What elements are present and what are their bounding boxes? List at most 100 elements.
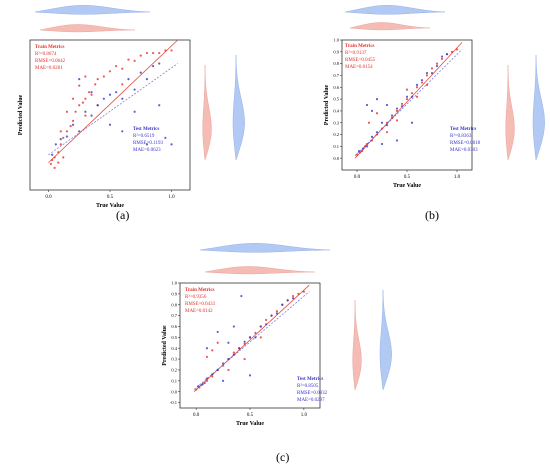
top-violin-train [39,24,136,33]
point-train [151,51,155,55]
point-train [127,58,130,61]
point-test [440,55,444,58]
point-train [102,75,105,78]
point-test [145,78,149,81]
point-train [74,110,77,113]
point-train [440,57,444,61]
point-test [121,97,124,100]
top-violin-train [204,266,316,275]
point-train [360,149,364,153]
point-test [370,109,374,113]
point-train [395,119,399,122]
point-train [59,143,62,146]
point-train [425,74,429,77]
y-tick-label: 0.0 [171,389,177,394]
point-test [390,114,394,117]
point-test [158,62,161,65]
point-test [410,121,414,124]
x-tick-label: 1.0 [301,413,308,418]
point-test [410,95,414,98]
point-train [390,116,394,120]
point-test [286,299,289,302]
test-metric-0: Test Metrics [133,127,159,132]
point-train [375,133,379,136]
point-test [380,121,384,124]
point-test [275,312,279,315]
point-train [385,121,389,124]
point-test [90,114,93,117]
point-train [370,139,374,142]
point-test [445,53,449,56]
y-tick-label: 0.7 [333,73,339,78]
point-train [78,104,81,107]
point-train [291,294,295,298]
y-tick-label: 0.3 [171,357,177,362]
point-test [270,314,273,317]
y-tick-label: 0.9 [171,291,177,296]
point-test [365,145,369,148]
point-test [201,382,204,386]
x-axis-label: True Value [236,421,264,427]
point-test [385,123,389,127]
point-train [221,364,225,367]
point-test [291,297,295,300]
y-axis-label: Predicted Value [18,94,24,135]
x-axis-label: True Value [96,203,124,209]
point-train [211,375,214,378]
point-test [357,149,361,153]
y-tick-label: 0.8 [171,302,177,307]
point-test [395,139,399,142]
y-tick-label: 0.4 [333,109,339,114]
right-violin-train [505,64,515,161]
point-train [94,83,97,86]
point-test [227,357,230,361]
point-test [281,303,284,306]
point-test [415,83,419,87]
plot-frame [179,282,321,409]
y-tick-label: 0.2 [171,368,177,373]
point-train [81,101,85,104]
point-train [96,78,99,81]
point-train [425,83,429,87]
test-metric-3: MAE=0.0297 [297,398,325,403]
point-train [90,93,93,96]
point-train [133,59,136,62]
y-tick-label: 0.4 [171,346,177,351]
point-train [400,102,404,105]
train-metric-3: MAE=0.0281 [35,66,63,71]
point-test [400,105,404,108]
y-tick-label: -0.1 [170,400,177,405]
point-train [195,388,198,391]
point-test [380,142,384,146]
point-test [216,368,219,372]
x-tick-label: 0.5 [107,195,114,200]
train-metric-1: R²=0.8674 [35,51,57,57]
x-tick-label: 0.5 [404,175,411,180]
fit-line-train [48,39,178,163]
test-metric-0: Test Metrics [450,127,476,132]
train-metric-3: MAE=0.0154 [345,65,373,70]
point-train [395,109,399,113]
point-test [133,110,136,113]
point-train [232,351,235,354]
point-train [170,49,173,52]
y-tick-label: 0.1 [171,378,177,383]
point-train [121,67,124,70]
point-train [363,145,367,148]
train-metric-0: Train Metrics [35,45,65,50]
point-train [205,355,209,359]
plot-frame [29,39,191,191]
point-train [115,64,118,68]
right-violin-test [232,54,245,161]
point-test [90,91,93,94]
point-train [139,54,142,57]
top-violin-test [344,5,446,15]
point-train [254,331,257,335]
point-test [259,325,262,328]
point-train [69,124,72,128]
train-metric-1: R²=0.9356 [185,294,207,300]
y-tick-label: 1.0 [333,38,339,43]
y-tick-label: 0.5 [171,335,177,340]
test-metric-0: Test Metrics [297,377,323,382]
